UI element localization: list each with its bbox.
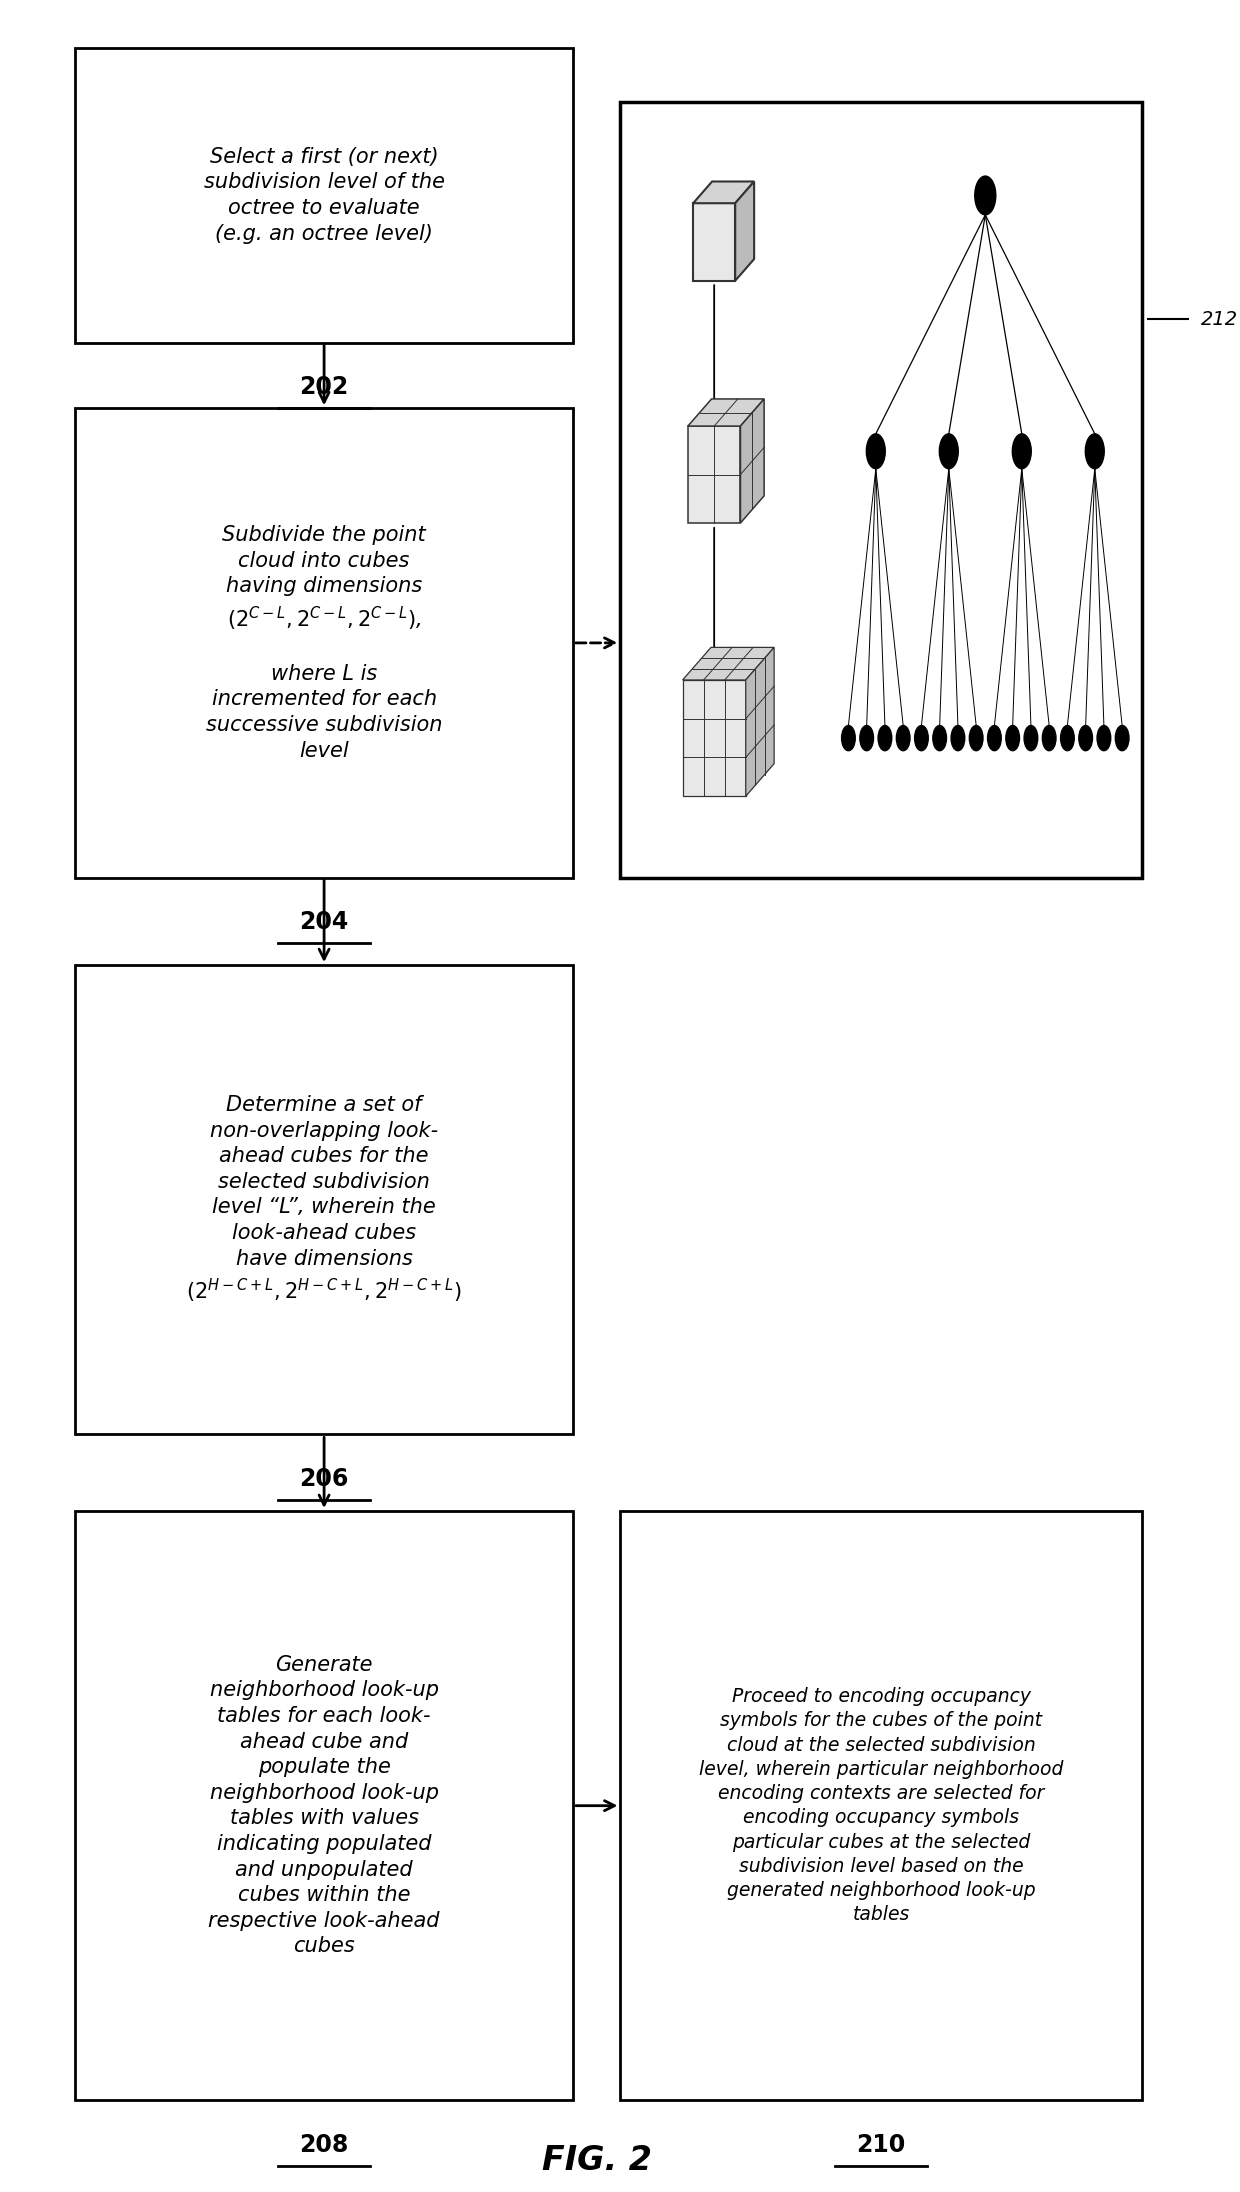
Text: Determine a set of
non-overlapping look-
ahead cubes for the
selected subdivisio: Determine a set of non-overlapping look-… [186, 1096, 463, 1304]
Circle shape [1012, 434, 1032, 469]
Text: FIG. 2: FIG. 2 [542, 2144, 652, 2177]
Bar [76, 1510, 573, 2100]
Polygon shape [693, 204, 735, 281]
Polygon shape [735, 182, 754, 281]
Circle shape [897, 726, 910, 750]
Text: Subdivide the point
cloud into cubes
having dimensions
$(2^{C-L},2^{C-L},2^{C-L}: Subdivide the point cloud into cubes hav… [206, 526, 443, 761]
Circle shape [1060, 726, 1074, 750]
Circle shape [1079, 726, 1092, 750]
Text: Generate
neighborhood look-up
tables for each look-
ahead cube and
populate the
: Generate neighborhood look-up tables for… [208, 1655, 440, 1957]
Text: Proceed to encoding occupancy
symbols for the cubes of the point
cloud at the se: Proceed to encoding occupancy symbols fo… [699, 1688, 1063, 1925]
Bar [620, 103, 1142, 877]
Circle shape [842, 726, 856, 750]
Text: 210: 210 [857, 2133, 905, 2157]
Bar [620, 1510, 1142, 2100]
Circle shape [1097, 726, 1111, 750]
Circle shape [932, 726, 946, 750]
Bar [76, 408, 573, 877]
Bar [76, 48, 573, 342]
Circle shape [951, 726, 965, 750]
Text: 204: 204 [300, 910, 348, 934]
Polygon shape [740, 399, 764, 524]
Circle shape [1006, 726, 1019, 750]
Circle shape [1043, 726, 1056, 750]
Circle shape [1024, 726, 1038, 750]
Bar [76, 964, 573, 1434]
Circle shape [940, 434, 959, 469]
Text: 208: 208 [299, 2133, 348, 2157]
Polygon shape [693, 182, 754, 204]
Circle shape [987, 726, 1001, 750]
Circle shape [970, 726, 983, 750]
Circle shape [867, 434, 885, 469]
Circle shape [859, 726, 873, 750]
Text: 202: 202 [300, 375, 348, 399]
Polygon shape [745, 647, 774, 796]
Polygon shape [683, 647, 774, 680]
Polygon shape [683, 680, 745, 796]
Polygon shape [688, 399, 764, 425]
Circle shape [878, 726, 892, 750]
Text: 206: 206 [299, 1466, 348, 1491]
Text: Select a first (or next)
subdivision level of the
octree to evaluate
(e.g. an oc: Select a first (or next) subdivision lev… [203, 147, 445, 243]
Circle shape [1085, 434, 1105, 469]
Circle shape [1115, 726, 1128, 750]
Circle shape [975, 175, 996, 215]
Circle shape [915, 726, 929, 750]
Text: 212: 212 [1202, 309, 1238, 329]
Polygon shape [688, 425, 740, 524]
